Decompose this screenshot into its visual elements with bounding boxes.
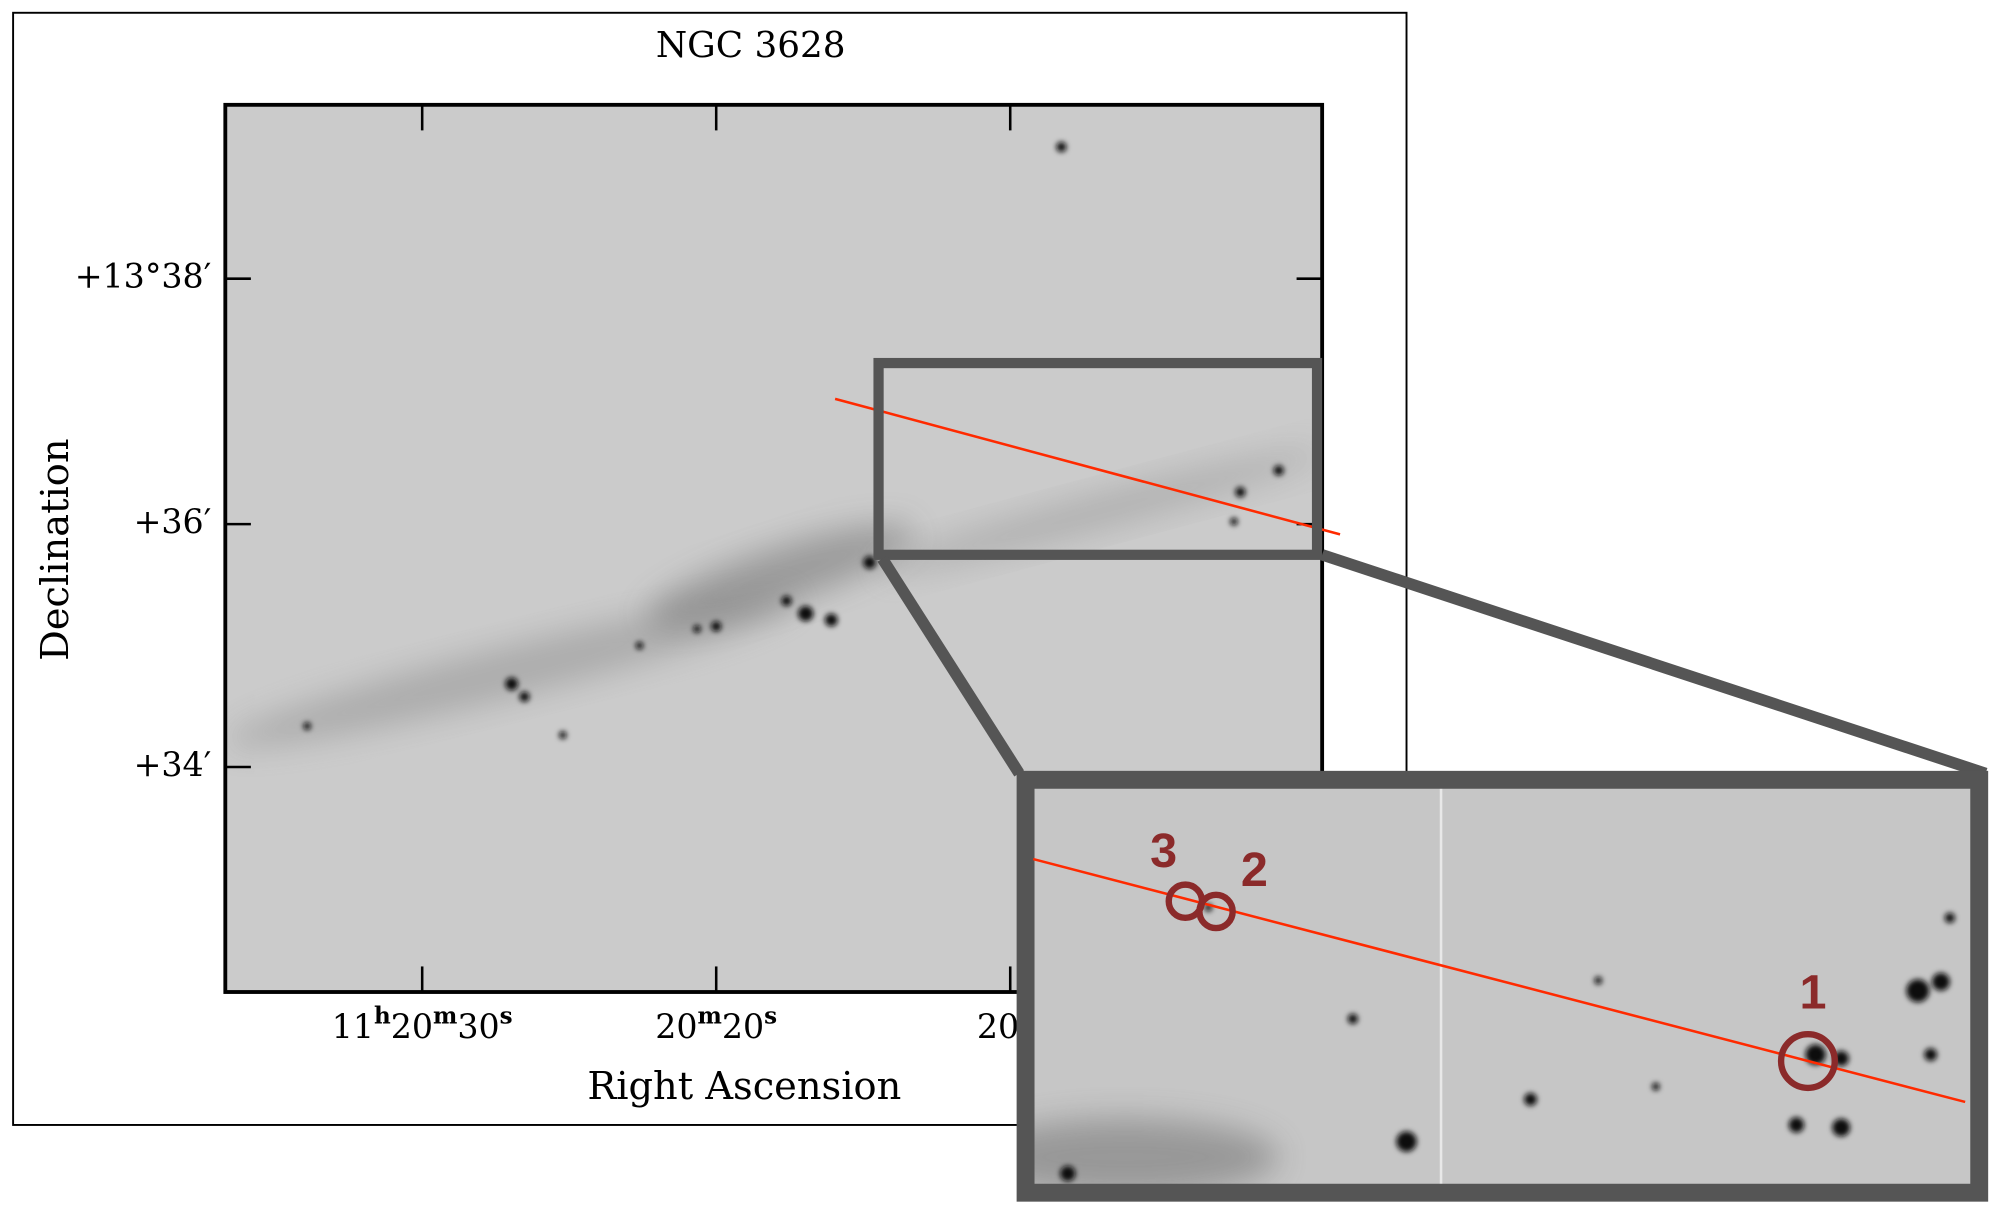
x-tick-label: 20m20s: [655, 1003, 777, 1047]
source-circle: [1777, 1030, 1838, 1092]
x-tick-label-part: 20: [977, 1007, 1019, 1046]
title: NGC 3628: [656, 25, 846, 66]
zoom-box: [873, 357, 1323, 560]
inset-frame: [1016, 770, 1989, 1202]
source-label: 3: [1150, 824, 1177, 878]
source-label: 2: [1241, 843, 1268, 897]
x-tick-label: 11h20m30s: [332, 1003, 513, 1047]
x-tick-label-part: m: [698, 1003, 722, 1030]
x-tick-label-part: h: [374, 1003, 391, 1030]
inset-slit-line: [1032, 857, 1966, 1104]
y-tick-label: +34′: [134, 745, 212, 784]
x-tick-label-part: 11: [332, 1007, 374, 1046]
zoom-connector: [1320, 549, 1988, 779]
y-axis-label: Declination: [33, 438, 78, 660]
x-axis-label: Right Ascension: [587, 1064, 901, 1109]
slit-line: [834, 397, 1341, 536]
zoom-connector: [877, 555, 1025, 777]
x-tick-label-part: m: [433, 1003, 457, 1030]
x-tick-label-part: 20: [722, 1007, 764, 1046]
y-tick-label: +36′: [134, 502, 212, 541]
x-tick-label-part: 30: [457, 1007, 499, 1046]
x-tick-label-part: s: [500, 1003, 513, 1030]
source-label: 1: [1800, 966, 1827, 1020]
y-tick-label: +13°38′: [75, 257, 212, 296]
x-tick-label-part: s: [764, 1003, 777, 1030]
inset-image: [1025, 779, 1980, 1193]
x-tick-label-part: 20: [391, 1007, 433, 1046]
sky-image: [225, 104, 1323, 993]
source-circle: [1196, 891, 1236, 932]
x-tick-label-part: 20: [655, 1007, 697, 1046]
